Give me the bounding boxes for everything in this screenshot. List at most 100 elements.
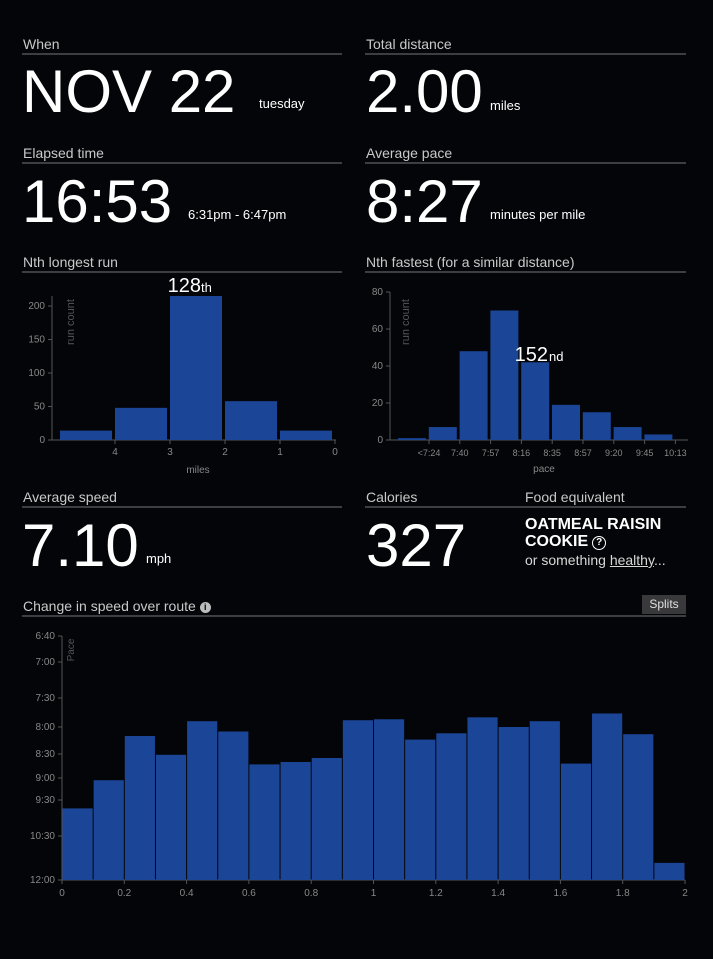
speed-divider	[22, 506, 342, 508]
x-tick-label: 1.6	[553, 888, 567, 899]
x-tick-label: 8:16	[513, 448, 531, 458]
pace-bar	[342, 720, 373, 880]
pace-bar	[592, 713, 623, 880]
y-tick-label: 8:30	[36, 749, 56, 760]
pace-bar	[654, 862, 685, 880]
pace-label: Average pace	[366, 145, 453, 161]
rank-suffix: th	[201, 280, 212, 295]
x-tick-label: 10:13	[664, 448, 687, 458]
x-tick-label: 3	[167, 447, 173, 458]
y-tick-label: 7:00	[36, 657, 56, 668]
pace-bar	[405, 739, 436, 880]
healthy-link[interactable]: healthy	[609, 552, 654, 568]
x-tick-label: 1.2	[429, 888, 443, 899]
elapsed-divider	[22, 162, 342, 164]
pace-bar	[529, 721, 560, 880]
pace-value: 8:27	[366, 168, 483, 235]
y-tick-label: 0	[39, 435, 45, 446]
x-tick-label: 1.8	[616, 888, 630, 899]
histogram-bar	[115, 407, 167, 440]
y-tick-label: 7:30	[36, 693, 56, 704]
y-tick-label: 9:00	[36, 773, 56, 784]
date-value: NOV 22	[22, 58, 236, 125]
y-tick-label: 9:30	[36, 795, 56, 806]
histogram-bar	[428, 427, 457, 440]
route-divider	[22, 615, 686, 617]
x-tick-label: 1.4	[491, 888, 505, 899]
x-tick-label: 7:40	[451, 448, 469, 458]
distance-unit: miles	[490, 98, 521, 113]
x-tick-label: 9:20	[605, 448, 623, 458]
histogram-bar	[552, 404, 580, 440]
histogram-bar	[490, 310, 519, 440]
speed-unit: mph	[146, 551, 172, 566]
histogram-bar	[398, 438, 426, 440]
food-alt-prefix: or something	[525, 552, 610, 568]
speed-label: Average speed	[23, 489, 117, 505]
route-label-text: Change in speed over route	[23, 598, 196, 614]
fastest-label: Nth fastest (for a similar distance)	[366, 254, 575, 270]
food-alternative: or something healthy...	[525, 552, 666, 568]
x-tick-label: 1	[277, 447, 283, 458]
rank-number: 152	[515, 344, 548, 366]
y-axis-label: run count	[65, 299, 77, 345]
x-axis-label: pace	[533, 464, 555, 475]
calories-value: 327	[366, 512, 467, 579]
rank-suffix: nd	[549, 349, 563, 364]
pace-bar	[155, 754, 187, 880]
time-range: 6:31pm - 6:47pm	[188, 207, 287, 222]
x-tick-label: 8:57	[574, 448, 592, 458]
histogram-bar	[582, 412, 611, 440]
distance-value: 2.00	[366, 58, 483, 125]
calories-divider	[365, 506, 686, 508]
weekday-value: tuesday	[259, 96, 305, 111]
x-tick-label: 0.8	[304, 888, 318, 899]
pace-bar	[467, 717, 498, 880]
pace-bar	[62, 808, 93, 880]
splits-button[interactable]: Splits	[642, 595, 686, 614]
y-tick-label: 80	[372, 287, 384, 298]
question-icon[interactable]: ?	[592, 536, 607, 550]
pace-bar	[124, 736, 155, 880]
food-label: Food equivalent	[525, 489, 625, 505]
y-tick-label: 12:00	[30, 875, 55, 886]
histogram-bar	[521, 362, 550, 440]
pace-bar	[187, 721, 218, 880]
histogram-bar	[225, 401, 277, 440]
pace-bar	[93, 780, 124, 880]
pace-bar	[436, 733, 467, 880]
x-tick-label: 0.4	[180, 888, 194, 899]
y-tick-label: 200	[28, 301, 45, 312]
histogram-bar	[459, 351, 488, 440]
histogram-bar	[280, 430, 332, 440]
x-tick-label: 0	[59, 888, 65, 899]
y-tick-label: 40	[372, 361, 384, 372]
pace-bar	[280, 762, 311, 880]
elapsed-label: Elapsed time	[23, 145, 104, 161]
pace-bar	[249, 764, 280, 880]
pace-bar	[374, 719, 405, 880]
y-tick-label: 150	[28, 335, 45, 346]
pace-bar	[311, 758, 342, 880]
food-item-line2: COOKIE	[525, 533, 589, 550]
y-tick-label: 50	[34, 402, 46, 413]
pace-bar	[623, 734, 654, 880]
rank-number: 128	[168, 275, 201, 297]
y-tick-label: 6:40	[36, 631, 56, 642]
pace-unit: minutes per mile	[490, 207, 586, 222]
x-tick-label: 0	[332, 447, 338, 458]
y-axis-label: Pace	[66, 638, 77, 661]
x-tick-label: 8:35	[543, 448, 561, 458]
y-axis-label: run count	[400, 299, 412, 345]
longest-divider	[22, 271, 342, 273]
longest-label: Nth longest run	[23, 254, 118, 270]
pace-bar	[218, 731, 249, 880]
food-item: OATMEAL RAISIN COOKIE?	[525, 516, 661, 550]
info-icon[interactable]: i	[199, 602, 211, 613]
when-divider	[22, 53, 342, 55]
x-tick-label: 0.2	[117, 888, 131, 899]
y-tick-label: 0	[377, 435, 383, 446]
y-tick-label: 100	[28, 368, 45, 379]
distance-label: Total distance	[366, 36, 452, 52]
